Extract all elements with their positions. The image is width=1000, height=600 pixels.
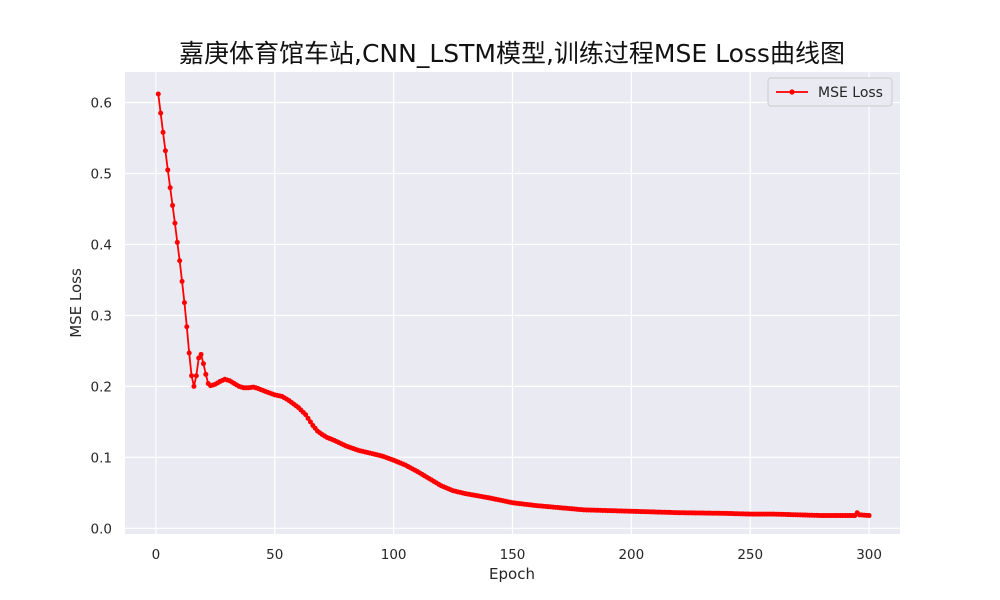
data-point [198,351,204,357]
x-tick-label: 300 [856,547,882,563]
data-point [305,415,311,421]
y-tick-label: 0.4 [91,237,112,253]
legend: MSE Loss [767,77,893,107]
data-point [191,383,197,389]
y-tick-label: 0.5 [91,166,112,182]
data-point [181,300,187,306]
data-point [203,371,209,377]
y-tick-labels: 0.0 0.1 0.2 0.3 0.4 0.5 0.6 [91,96,112,538]
data-point [167,185,173,191]
legend-box [767,77,893,107]
data-point [162,148,168,154]
data-point [200,361,206,367]
data-point [165,167,171,173]
data-point [307,419,313,425]
data-point [866,513,872,519]
x-tick-label: 150 [500,547,526,563]
data-point [193,373,199,379]
data-point [158,110,164,116]
data-point [196,355,202,361]
grid-lines [125,72,900,534]
x-tick-label: 50 [266,547,283,563]
y-tick-label: 0.0 [91,521,112,537]
y-tick-label: 0.6 [91,96,112,112]
legend-marker-icon [789,89,795,95]
x-tick-label: 250 [737,547,763,563]
data-point [184,324,190,330]
series-markers-mse-loss [155,91,872,519]
y-axis-label: MSE Loss [67,268,85,338]
y-tick-label: 0.3 [91,308,112,324]
data-point [186,350,192,356]
chart-title: 嘉庚体育馆车站,CNN_LSTM模型,训练过程MSE Loss曲线图 [179,39,845,68]
data-point [160,129,166,135]
legend-label-mse-loss: MSE Loss [818,85,883,101]
data-point [177,258,183,264]
data-point [155,91,161,97]
x-tick-labels: 0 50 100 150 200 250 300 [152,547,882,563]
data-point [170,202,176,208]
data-point [172,220,178,226]
data-point [174,239,180,245]
y-tick-label: 0.2 [91,379,112,395]
data-point [189,373,195,379]
y-tick-label: 0.1 [91,450,112,466]
data-point [303,412,309,418]
x-tick-label: 200 [618,547,644,563]
data-point [179,278,185,284]
x-axis-label: Epoch [489,565,535,583]
x-tick-label: 0 [152,547,161,563]
x-tick-label: 100 [381,547,407,563]
